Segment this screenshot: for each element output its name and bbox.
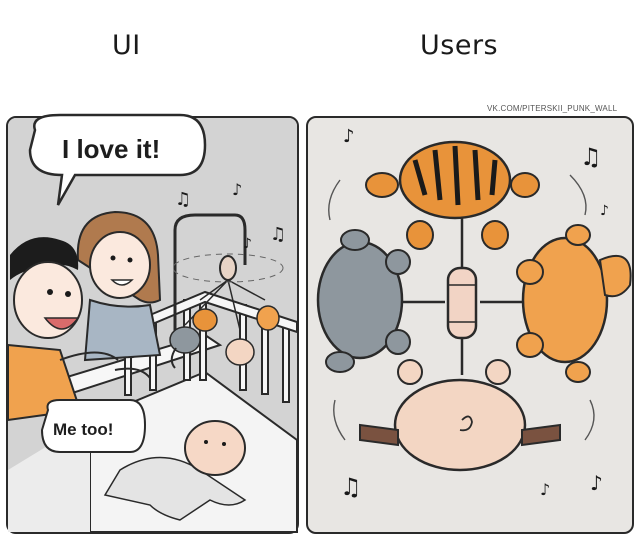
- svg-text:♪: ♪: [343, 126, 355, 147]
- svg-text:♪: ♪: [540, 480, 550, 499]
- mobile-fox-small: [256, 305, 280, 331]
- speech-bubble-child: [40, 399, 147, 453]
- svg-text:♫: ♫: [175, 189, 191, 210]
- motion-lines: [328, 174, 595, 441]
- svg-text:♪: ♪: [590, 471, 603, 495]
- bubble-text-child: Me too!: [53, 420, 114, 439]
- caption-ui: UI: [112, 30, 141, 61]
- mobile-tiger-small: [192, 308, 218, 332]
- artist-credit: VK.COM/PITERSKII_PUNK_WALL: [487, 104, 618, 113]
- svg-text:♫: ♫: [580, 143, 602, 171]
- caption-users: Users: [420, 30, 499, 61]
- mobile-pig-small: [225, 338, 255, 366]
- svg-text:♫: ♫: [340, 473, 362, 501]
- bubble-text-parent: I love it!: [62, 134, 161, 164]
- music-note-icon: ♪ ♫ ♪ ♫ ♪ ♪: [340, 126, 609, 501]
- svg-text:♪: ♪: [232, 180, 242, 199]
- fox-toy: [516, 224, 632, 383]
- svg-text:♪: ♪: [600, 203, 609, 219]
- baby: [103, 420, 247, 521]
- elephant-toy: [316, 229, 411, 373]
- woman-parent: [76, 210, 162, 379]
- mobile-hub-large: [446, 266, 478, 340]
- tiger-toy: [365, 140, 540, 250]
- svg-text:♪: ♪: [243, 236, 252, 252]
- svg-text:♫: ♫: [270, 224, 286, 245]
- mobile-elephant-small: [169, 326, 201, 369]
- speech-bubble-parent: [28, 113, 207, 206]
- music-note-icon: ♫ ♪ ♪ ♫: [175, 180, 286, 252]
- pig-toy: [359, 359, 561, 472]
